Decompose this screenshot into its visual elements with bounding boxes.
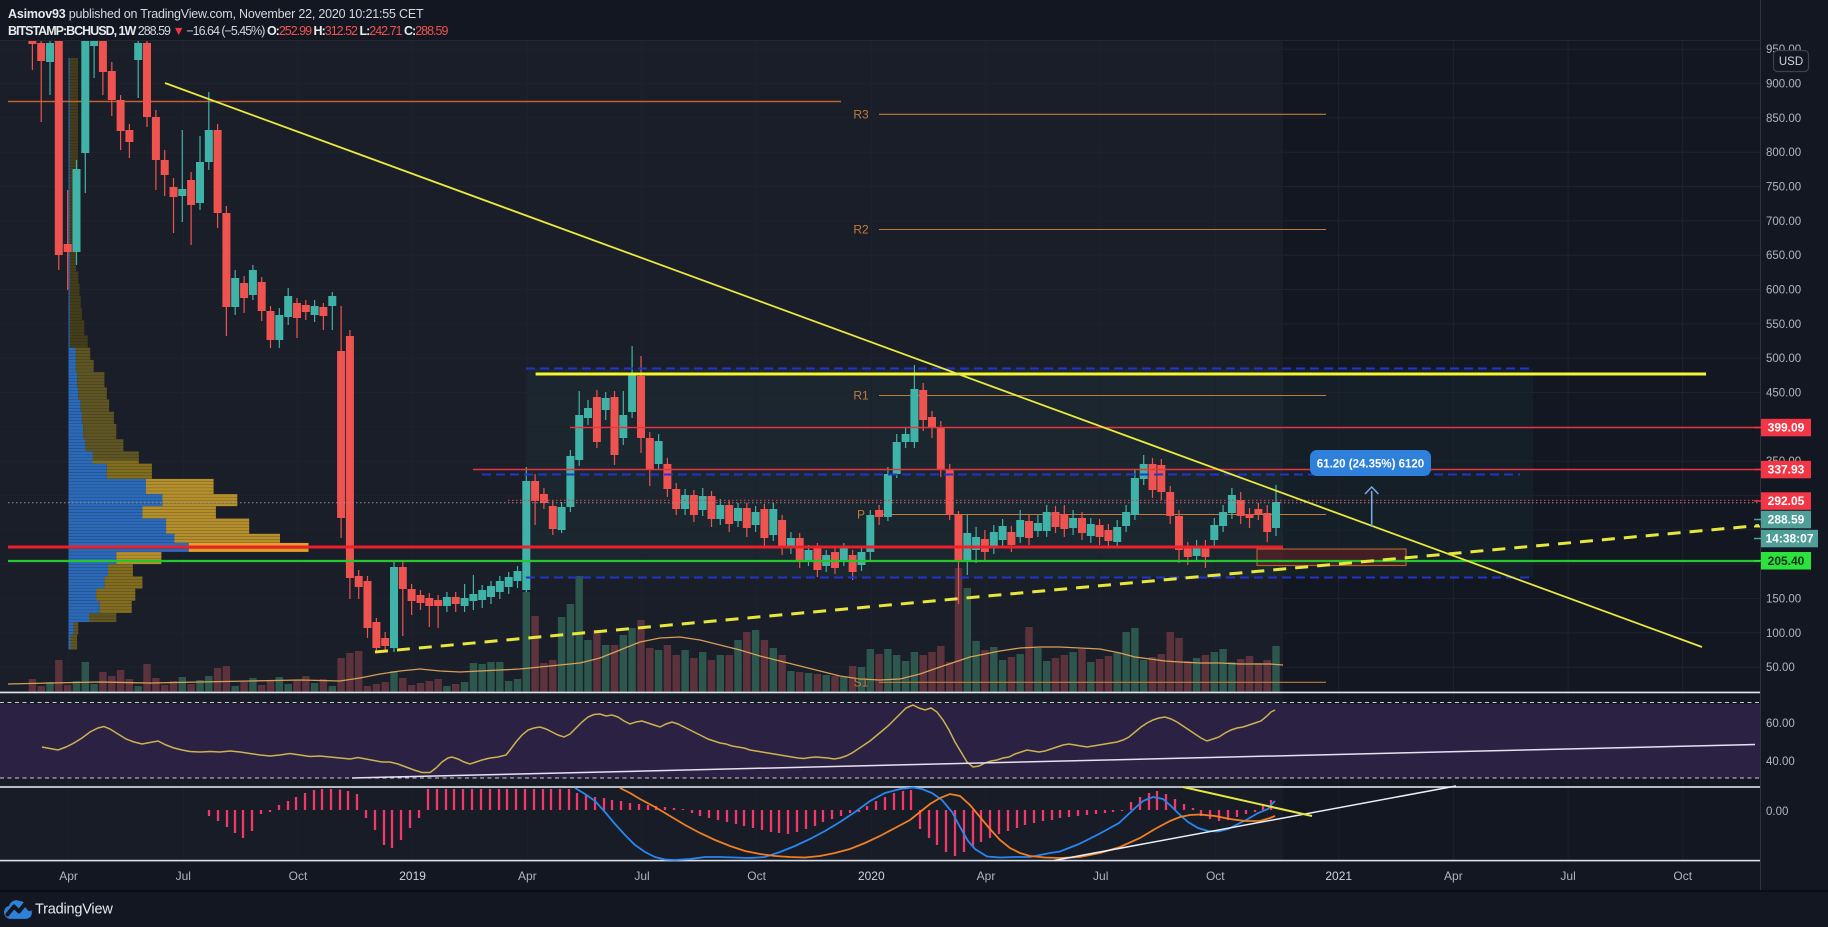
- svg-text:Apr: Apr: [977, 869, 996, 883]
- svg-text:61.20 (24.35%) 6120: 61.20 (24.35%) 6120: [1317, 459, 1424, 471]
- svg-text:S1: S1: [854, 675, 869, 689]
- svg-text:292.05: 292.05: [1768, 494, 1805, 508]
- svg-text:550.00: 550.00: [1766, 319, 1801, 331]
- svg-text:205.40: 205.40: [1768, 554, 1805, 568]
- svg-text:850.00: 850.00: [1766, 113, 1801, 125]
- svg-text:14:38:07: 14:38:07: [1765, 532, 1813, 546]
- svg-text:500.00: 500.00: [1766, 353, 1801, 365]
- svg-text:150.00: 150.00: [1766, 594, 1801, 606]
- svg-text:40.00: 40.00: [1766, 756, 1795, 768]
- svg-text:R1: R1: [853, 389, 869, 403]
- svg-text:Oct: Oct: [1673, 869, 1692, 883]
- svg-text:P: P: [857, 508, 865, 522]
- svg-text:60.00: 60.00: [1766, 718, 1795, 730]
- svg-text:Jul: Jul: [1560, 869, 1575, 883]
- svg-text:50.00: 50.00: [1766, 662, 1795, 674]
- svg-text:2021: 2021: [1325, 869, 1352, 883]
- svg-text:100.00: 100.00: [1766, 628, 1801, 640]
- svg-text:2019: 2019: [399, 869, 426, 883]
- svg-text:R2: R2: [853, 223, 869, 237]
- svg-text:BITSTAMP:BCHUSD, 1W 288.59 ▼ −: BITSTAMP:BCHUSD, 1W 288.59 ▼ −16.64 (−5.…: [8, 24, 448, 38]
- svg-text:Jul: Jul: [1093, 869, 1108, 883]
- svg-text:Jul: Jul: [634, 869, 649, 883]
- svg-text:288.59: 288.59: [1768, 513, 1805, 527]
- svg-text:Apr: Apr: [1444, 869, 1463, 883]
- svg-text:Oct: Oct: [1206, 869, 1225, 883]
- svg-text:650.00: 650.00: [1766, 250, 1801, 262]
- svg-text:Apr: Apr: [518, 869, 537, 883]
- svg-text:Asimov93 published on TradingV: Asimov93 published on TradingView.com, N…: [8, 7, 424, 21]
- svg-text:337.93: 337.93: [1768, 463, 1805, 477]
- svg-text:USD: USD: [1779, 56, 1803, 68]
- svg-text:TradingView: TradingView: [35, 902, 113, 918]
- svg-text:700.00: 700.00: [1766, 216, 1801, 228]
- svg-text:0.00: 0.00: [1766, 806, 1788, 818]
- svg-text:750.00: 750.00: [1766, 182, 1801, 194]
- svg-text:Oct: Oct: [747, 869, 766, 883]
- svg-text:R3: R3: [853, 107, 869, 121]
- svg-text:Oct: Oct: [289, 869, 308, 883]
- svg-text:800.00: 800.00: [1766, 147, 1801, 159]
- svg-text:Jul: Jul: [176, 869, 191, 883]
- svg-text:900.00: 900.00: [1766, 79, 1801, 91]
- svg-text:450.00: 450.00: [1766, 388, 1801, 400]
- svg-text:399.09: 399.09: [1768, 421, 1805, 435]
- svg-text:600.00: 600.00: [1766, 285, 1801, 297]
- svg-text:2020: 2020: [858, 869, 885, 883]
- svg-text:Apr: Apr: [59, 869, 78, 883]
